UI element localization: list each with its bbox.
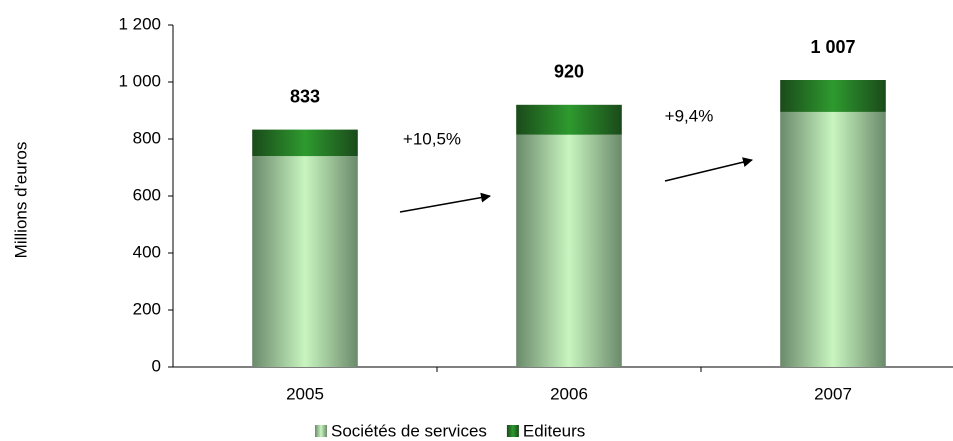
x-tick-label: 2006 — [550, 384, 588, 403]
arrow — [399, 192, 491, 213]
x-tick-label: 2007 — [814, 384, 852, 403]
arrow — [664, 157, 753, 182]
total-label: 833 — [290, 86, 320, 106]
legend-label: Editeurs — [523, 421, 585, 440]
growth-label: +10,5% — [403, 129, 461, 148]
y-axis-label: Millions d'euros — [11, 142, 30, 259]
legend-swatch — [315, 425, 327, 437]
bar-segment — [780, 111, 886, 367]
bar-segment — [252, 129, 358, 157]
y-tick-label: 0 — [152, 356, 161, 375]
y-tick-label: 800 — [133, 128, 161, 147]
y-tick-label: 1 200 — [118, 14, 161, 33]
legend-label: Sociétés de services — [331, 421, 487, 440]
bar-segment — [516, 104, 622, 135]
total-label: 1 007 — [810, 37, 855, 57]
x-tick-label: 2005 — [286, 384, 324, 403]
legend-swatch — [506, 425, 519, 437]
y-tick-label: 1 000 — [118, 71, 161, 90]
growth-label: +9,4% — [665, 106, 714, 125]
y-tick-label: 600 — [133, 185, 161, 204]
bar-segment — [516, 134, 622, 367]
bar-segment — [252, 156, 358, 367]
y-tick-label: 200 — [133, 299, 161, 318]
total-label: 920 — [554, 62, 584, 82]
bar-segment — [780, 80, 886, 112]
y-tick-label: 400 — [133, 242, 161, 261]
